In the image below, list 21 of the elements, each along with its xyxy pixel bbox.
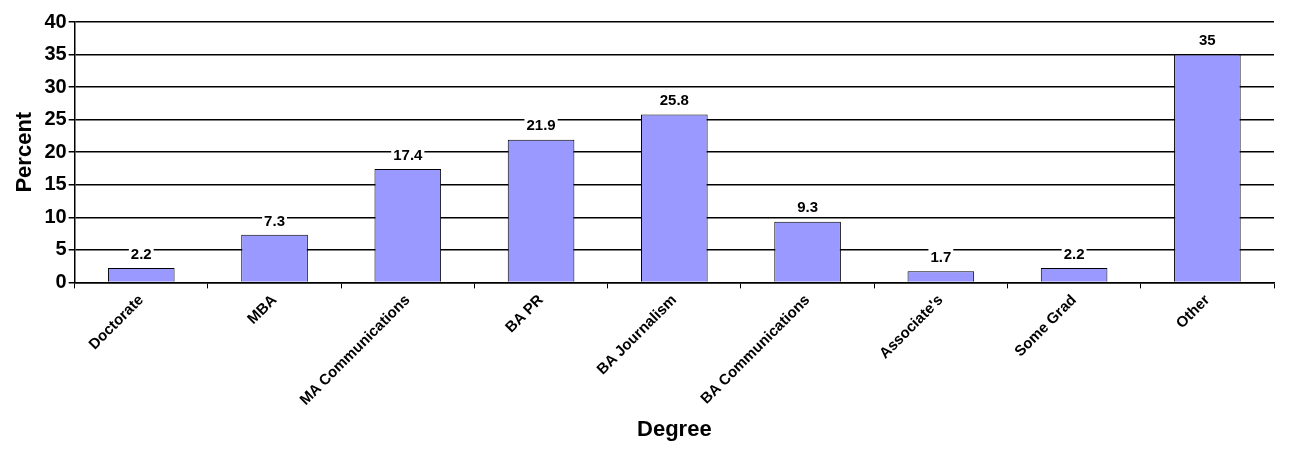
y-tick-label: 0: [55, 269, 67, 292]
data-label: 17.4: [393, 145, 424, 163]
y-tick-label: 30: [44, 74, 67, 97]
data-label: 21.9: [526, 116, 556, 134]
x-tick-label: BA PR: [501, 290, 547, 336]
y-tick-label: 10: [44, 204, 67, 227]
x-axis-title: Degree: [637, 415, 712, 441]
data-label: 35: [1199, 31, 1216, 49]
data-label: 9.3: [797, 198, 819, 216]
data-label: 1.7: [930, 247, 952, 265]
y-axis-title: Percent: [11, 111, 37, 193]
y-tick-label: 35: [44, 42, 67, 65]
y-tick-label: 20: [44, 139, 67, 162]
y-tick-label: 15: [44, 172, 67, 195]
data-label: 2.2: [1063, 244, 1085, 262]
y-tick-label: 40: [44, 9, 67, 32]
data-label: 7.3: [264, 211, 285, 229]
data-label: 2.2: [130, 244, 152, 262]
data-label: 25.8: [659, 91, 689, 109]
y-tick-label: 5: [55, 237, 67, 260]
y-tick-label: 25: [44, 107, 67, 130]
